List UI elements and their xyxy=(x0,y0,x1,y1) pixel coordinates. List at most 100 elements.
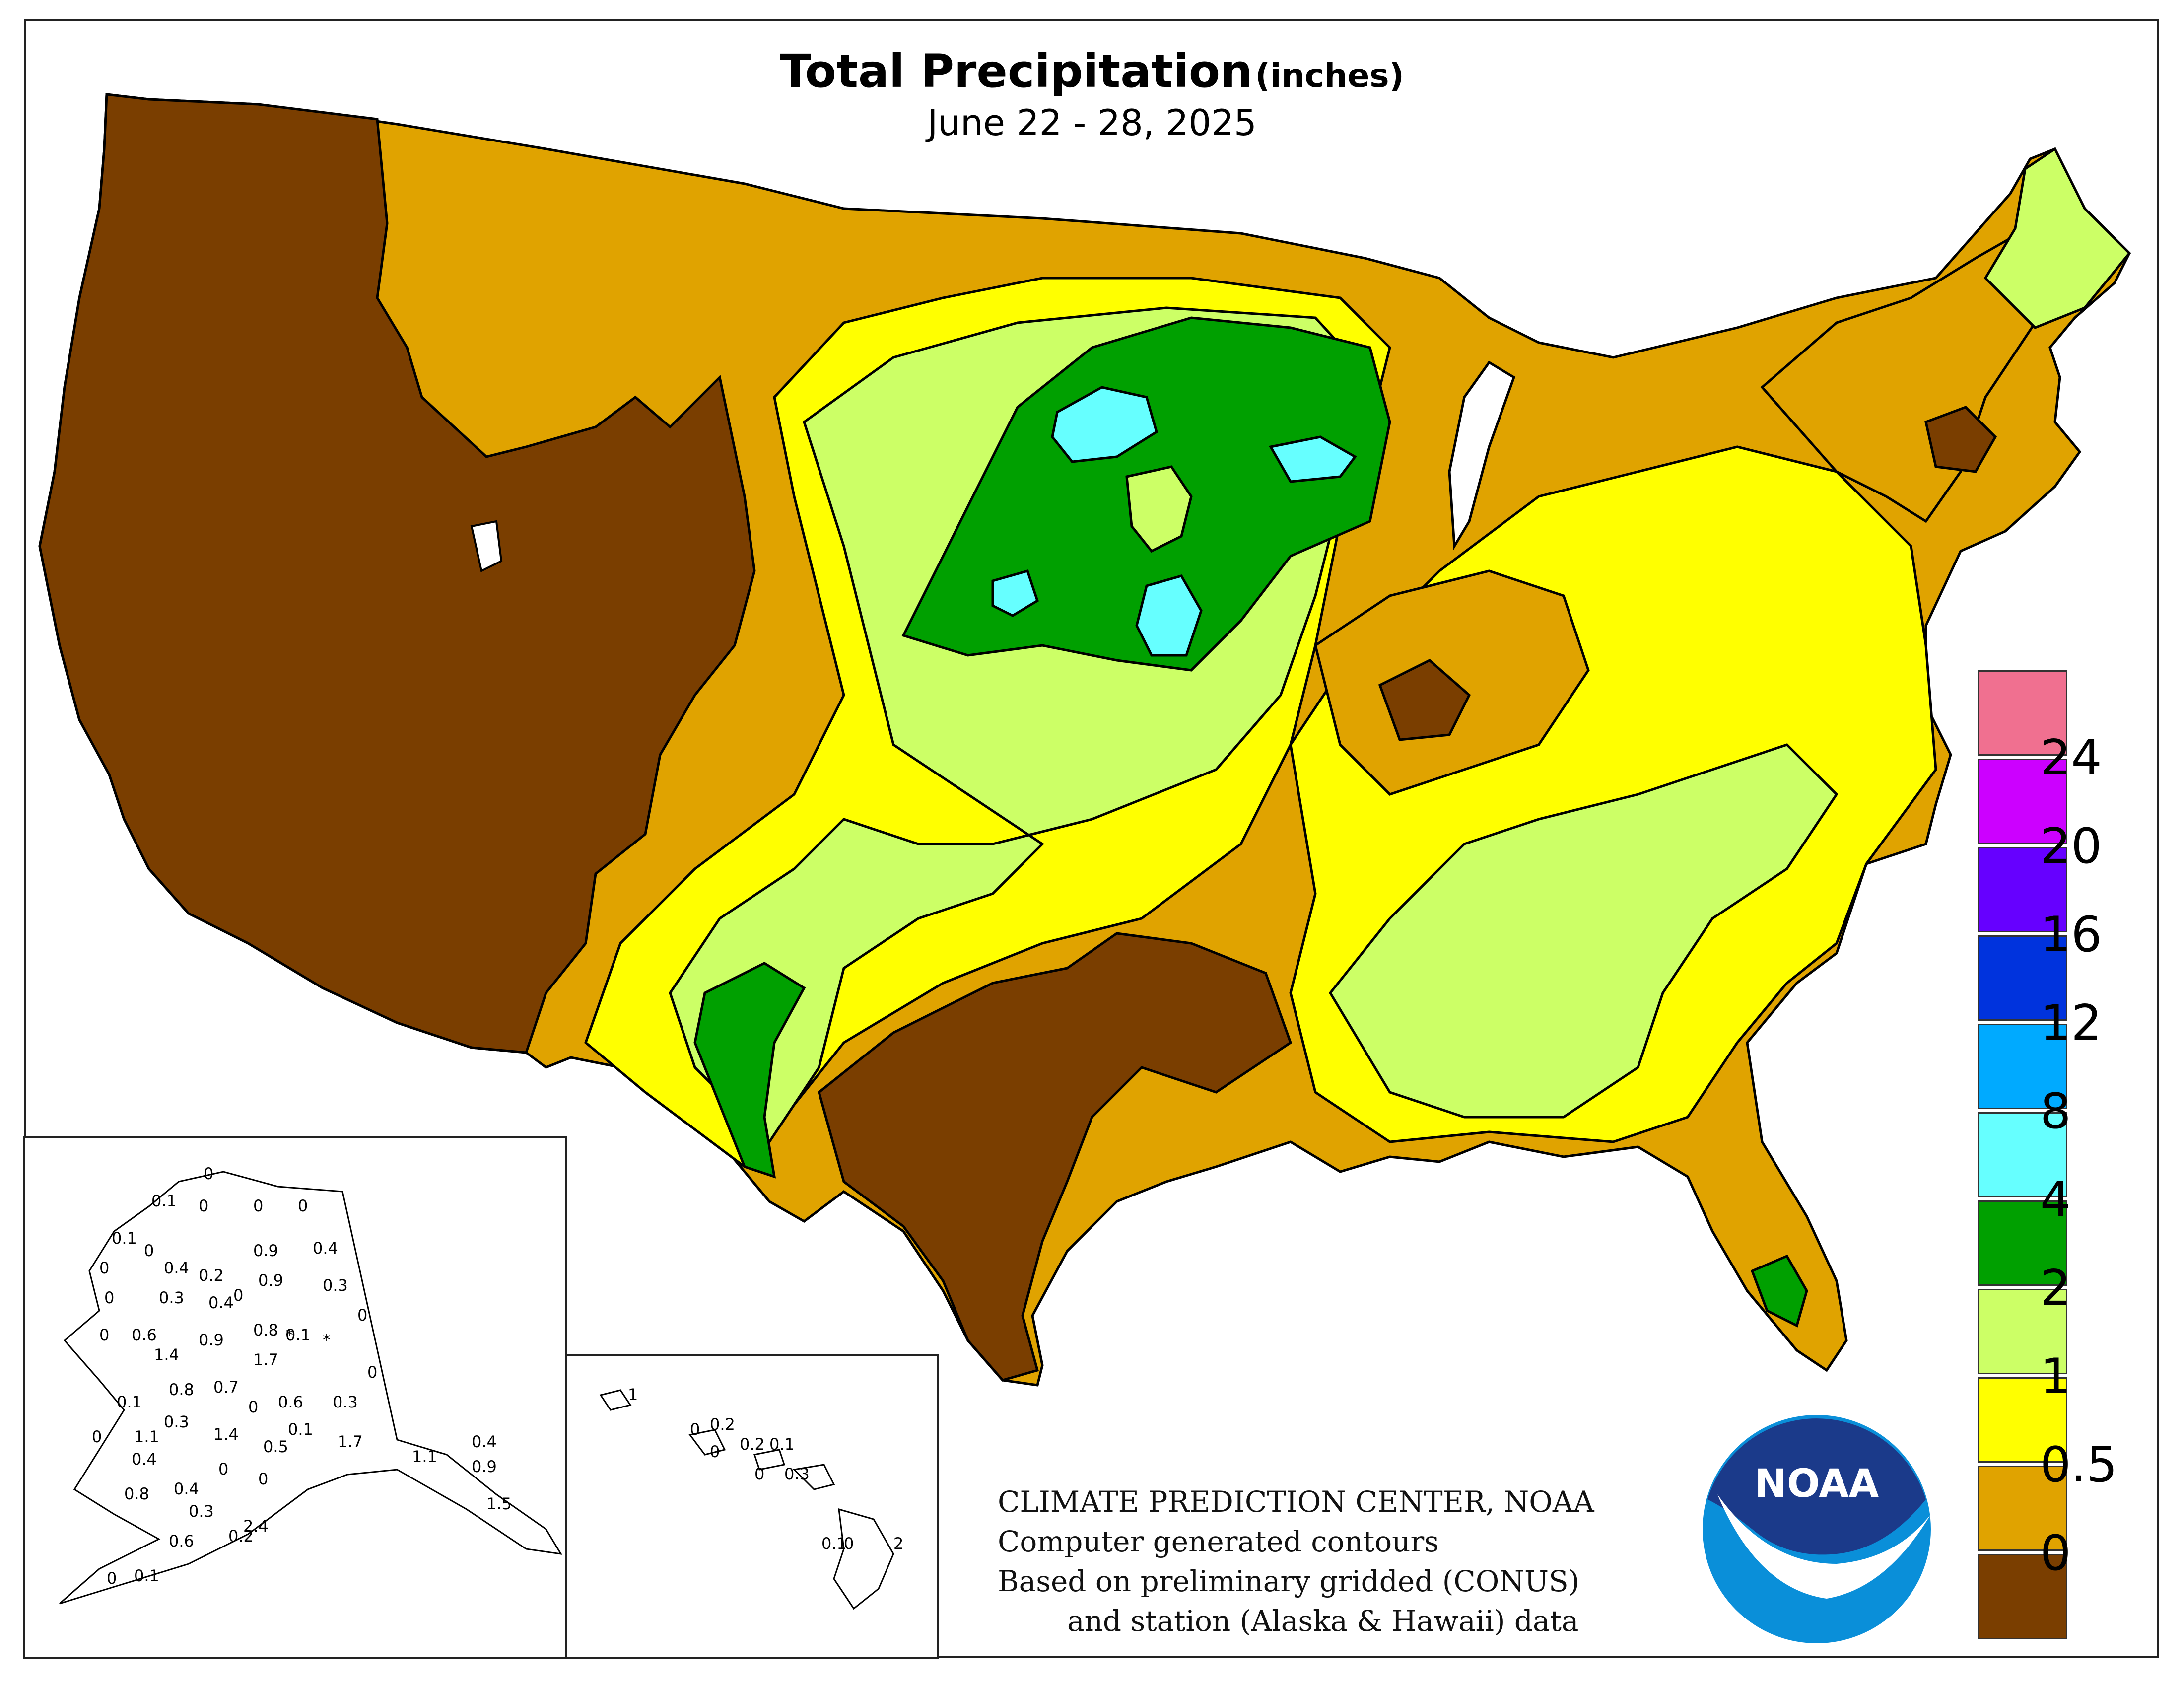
hawaii-inset-frame xyxy=(565,1354,939,1659)
alaska-station-value: 0.8 xyxy=(124,1484,149,1503)
hawaii-station-value: 0.1 xyxy=(769,1435,795,1454)
alaska-station-value: 0.5 xyxy=(263,1437,288,1456)
alaska-station-value: * xyxy=(285,1326,293,1344)
credits-line-2: Computer generated contours xyxy=(998,1525,1439,1558)
alaska-station-value: 0.7 xyxy=(213,1378,239,1397)
region-brown-ohio xyxy=(1378,659,1471,741)
alaska-station-value: 0.9 xyxy=(199,1331,224,1349)
date-range: June 22 - 28, 2025 xyxy=(927,102,1257,143)
legend-swatch-6 xyxy=(1978,1024,2067,1109)
alaska-station-value: 0.1 xyxy=(288,1420,313,1439)
legend-label-3: 2 xyxy=(2040,1260,2071,1317)
legend-label-4: 4 xyxy=(2040,1172,2071,1228)
alaska-station-value: 0.1 xyxy=(117,1393,142,1411)
legend-label-5: 8 xyxy=(2040,1083,2071,1140)
alaska-station-value: 0.6 xyxy=(278,1393,303,1411)
alaska-station-value: 0.8 xyxy=(169,1380,194,1399)
region-cyan-4 xyxy=(991,569,1039,617)
noaa-logo-text: NOAA xyxy=(1755,1462,1879,1506)
alaska-station-value: 0.4 xyxy=(472,1432,497,1451)
legend-swatch-7 xyxy=(1978,935,2067,1021)
alaska-station-value: 0.3 xyxy=(164,1412,189,1431)
hawaii-station-value: 0 xyxy=(710,1442,720,1461)
title-main: Total Precipitation xyxy=(780,45,1253,98)
region-cyan-1 xyxy=(1051,386,1158,463)
legend-label-2: 1 xyxy=(2040,1348,2071,1405)
alaska-station-value: 1.7 xyxy=(338,1432,363,1451)
legend-label-7: 16 xyxy=(2040,907,2102,963)
hawaii-station-value: 0 xyxy=(690,1420,700,1439)
legend-swatch-10 xyxy=(1978,670,2067,756)
alaska-station-value: 0 xyxy=(357,1306,367,1325)
region-dry-west xyxy=(38,93,756,1054)
hawaii-station-value: 1 xyxy=(628,1385,638,1404)
alaska-station-value: 0 xyxy=(99,1326,109,1344)
legend-swatch-5 xyxy=(1978,1112,2067,1197)
hawaii-station-values: 10.200 0.2 0.10.300.10 2 xyxy=(628,1385,903,1553)
alaska-station-value: 0.9 xyxy=(253,1241,278,1260)
hawaii-station-value: 0.3 xyxy=(784,1465,810,1483)
noaa-logo: NOAA xyxy=(1703,1415,1931,1643)
alaska-outline xyxy=(59,1171,562,1605)
alaska-station-value: 1.7 xyxy=(253,1350,278,1369)
credits-block: CLIMATE PREDICTION CENTER, NOAA Computer… xyxy=(998,1482,1594,1641)
title-unit: (inches) xyxy=(1255,57,1404,95)
region-lightgreen-maine xyxy=(1983,147,2131,329)
legend-swatch-3 xyxy=(1978,1289,2067,1374)
region-florida-green xyxy=(1750,1254,1808,1328)
alaska-station-value: 0.4 xyxy=(208,1293,234,1312)
alaska-station-value: 0.3 xyxy=(159,1288,184,1307)
conus-map xyxy=(38,93,2131,1387)
alaska-station-value: 0 xyxy=(248,1398,258,1416)
legend-label-6: 12 xyxy=(2040,995,2102,1052)
alaska-station-value: 1.1 xyxy=(134,1427,159,1446)
region-lightgreen-east xyxy=(1328,743,1839,1119)
noaa-logo-top xyxy=(1707,1418,1926,1555)
alaska-station-value: 0 xyxy=(107,1569,117,1588)
alaska-station-value: 0.1 xyxy=(112,1229,137,1248)
alaska-station-value: 0.2 xyxy=(228,1527,254,1546)
alaska-station-value: 0.4 xyxy=(164,1259,189,1277)
alaska-station-value: 0.3 xyxy=(323,1276,348,1295)
legend-label-0: 0 xyxy=(2040,1525,2071,1582)
alaska-station-value: 0 xyxy=(144,1241,154,1260)
region-texas-green xyxy=(693,962,806,1179)
legend-label-8: 20 xyxy=(2040,818,2102,875)
legend-swatch-9 xyxy=(1978,759,2067,844)
alaska-station-value: 0.2 xyxy=(199,1266,224,1285)
alaska-station-value: 0.4 xyxy=(174,1479,199,1498)
alaska-station-value: 0.6 xyxy=(169,1532,194,1550)
legend-swatch-2 xyxy=(1978,1377,2067,1463)
map-title: Total Precipitation (inches) xyxy=(0,45,2184,98)
alaska-station-value: 0 xyxy=(253,1196,263,1215)
credits-line-1: CLIMATE PREDICTION CENTER, NOAA xyxy=(998,1485,1594,1519)
alaska-station-value: 0.4 xyxy=(313,1239,338,1258)
great-lakes xyxy=(1448,360,1516,551)
hawaii-station-value: 0.2 xyxy=(740,1435,765,1454)
hawaii-station-value: 2 xyxy=(893,1534,903,1553)
hawaii-islands xyxy=(599,1389,894,1610)
alaska-station-value: 1.1 xyxy=(412,1447,437,1466)
region-lightgreen-iowa xyxy=(1125,465,1193,553)
hawaii-station-value: 0.2 xyxy=(710,1415,735,1434)
alaska-station-value: * xyxy=(323,1331,331,1349)
region-brown-ne xyxy=(1924,406,1997,473)
alaska-station-value: 1.5 xyxy=(486,1494,512,1513)
alaska-station-value: 0.1 xyxy=(134,1566,159,1585)
region-cyan-2 xyxy=(1269,435,1357,483)
alaska-station-value: 0.4 xyxy=(132,1450,157,1469)
alaska-station-value: 0 xyxy=(92,1427,102,1446)
alaska-station-value: 0.1 xyxy=(151,1192,177,1210)
alaska-station-value: 0 xyxy=(99,1259,109,1277)
alaska-station-value: 0 xyxy=(367,1363,377,1382)
hawaii-station-value: 0 xyxy=(754,1465,764,1483)
alaska-station-value: 2.4 xyxy=(243,1517,269,1536)
noaa-logo-bird xyxy=(1717,1494,1931,1599)
hawaii-station-value: 0.1 xyxy=(821,1534,847,1553)
legend-swatch-0 xyxy=(1978,1554,2067,1639)
alaska-station-value: 0 xyxy=(104,1288,114,1307)
alaska-station-values: 00.1 0 0 00.10 0.9 0.40 0.4 0.2 0.9 0.30 0.3 0.4 00 0… xyxy=(92,1164,512,1588)
alaska-station-value: 0.6 xyxy=(132,1326,157,1344)
legend-swatch-4 xyxy=(1978,1200,2067,1286)
